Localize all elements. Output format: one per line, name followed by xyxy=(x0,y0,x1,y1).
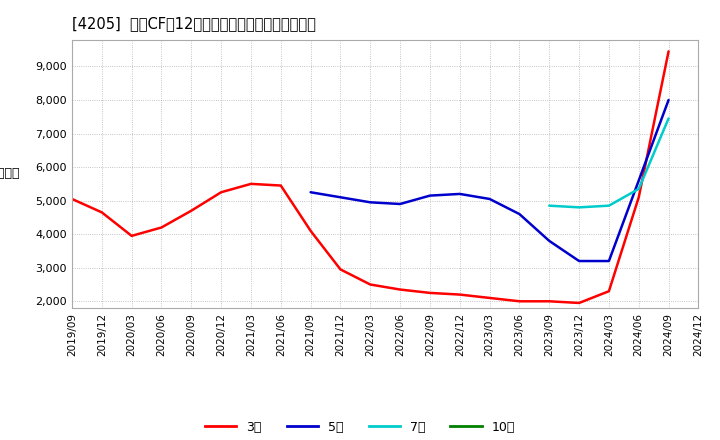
Text: [4205]  投資CFの12か月移動合計の標準偏差の推移: [4205] 投資CFの12か月移動合計の標準偏差の推移 xyxy=(72,16,316,32)
Y-axis label: （百万円）: （百万円） xyxy=(0,167,19,180)
Legend: 3年, 5年, 7年, 10年: 3年, 5年, 7年, 10年 xyxy=(205,421,515,434)
